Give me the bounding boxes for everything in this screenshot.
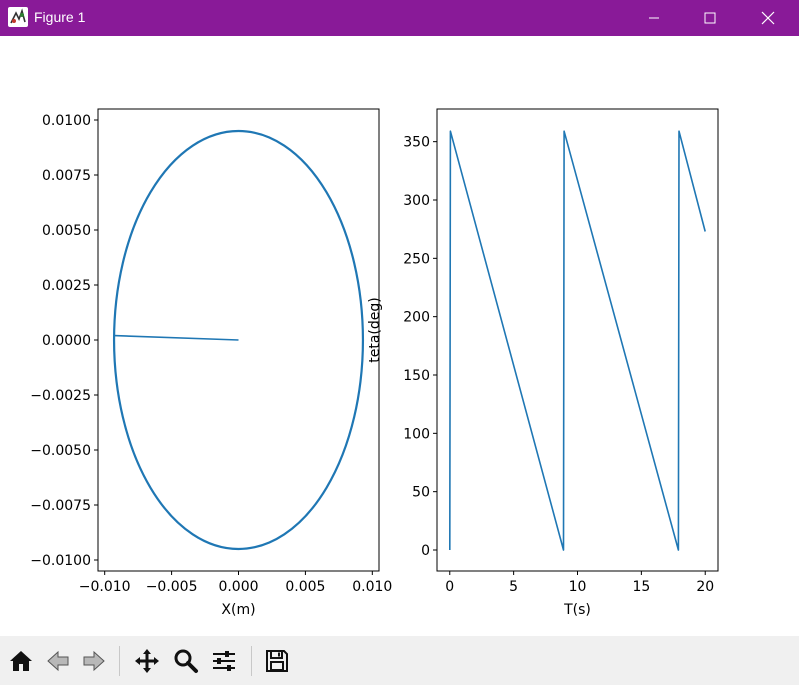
close-icon	[761, 11, 775, 25]
subplots-config-icon	[212, 651, 235, 671]
toolbar-separator	[119, 646, 120, 676]
x-tick-label: −0.005	[146, 579, 198, 595]
y-tick-label: 250	[403, 251, 430, 267]
pan-icon	[134, 649, 159, 673]
home-icon	[9, 651, 32, 671]
y-tick-label: 50	[412, 485, 430, 501]
y-tick-label: 0.0000	[42, 333, 91, 349]
y-tick-label: 350	[403, 135, 430, 151]
navigation-toolbar	[0, 636, 799, 685]
x-tick-label: 0.000	[218, 579, 258, 595]
close-button[interactable]	[745, 0, 791, 36]
minimize-button[interactable]	[631, 0, 677, 36]
x-tick-label: 0	[445, 579, 454, 595]
pan-button[interactable]	[130, 644, 163, 678]
y-tick-label: −0.0050	[30, 443, 91, 459]
subplots-config-button[interactable]	[207, 644, 240, 678]
x-tick-label: 5	[509, 579, 518, 595]
save-icon	[265, 650, 288, 672]
minimize-icon	[649, 17, 659, 19]
window-title: Figure 1	[34, 9, 86, 25]
back-button[interactable]	[41, 644, 74, 678]
x-axis-label: X(m)	[221, 602, 255, 618]
y-tick-label: −0.0025	[30, 388, 91, 404]
forward-arrow-icon	[83, 650, 105, 672]
back-arrow-icon	[46, 650, 68, 672]
y-tick-label: 0	[421, 543, 430, 559]
x-tick-label: 0.010	[352, 579, 392, 595]
x-tick-label: 20	[696, 579, 714, 595]
maximize-icon	[704, 12, 716, 24]
figure-canvas: −0.010 −0.005 0.000 0.005 0.010 0.0100 0.0075 0…	[0, 36, 799, 636]
x-tick-label: −0.010	[79, 579, 131, 595]
x-tick-label: 0.005	[285, 579, 325, 595]
app-icon	[8, 7, 28, 27]
zoom-button[interactable]	[169, 644, 202, 678]
y-tick-label: −0.0100	[30, 553, 91, 569]
y-tick-label: 200	[403, 310, 430, 326]
home-button[interactable]	[4, 644, 37, 678]
forward-button[interactable]	[77, 644, 110, 678]
toolbar-separator	[251, 646, 252, 676]
x-tick-label: 10	[569, 579, 587, 595]
y-tick-label: 100	[403, 426, 430, 442]
series-ellipse	[112, 129, 365, 551]
zoom-icon	[174, 649, 198, 673]
y-tick-label: 0.0100	[42, 113, 91, 129]
x-axis-label: T(s)	[563, 602, 591, 618]
y-axis-label: teta(deg)	[367, 297, 383, 362]
y-tick-label: 0.0025	[42, 278, 91, 294]
x-tick-label: 15	[632, 579, 650, 595]
series-line	[448, 130, 706, 551]
y-tick-label: 0.0050	[42, 223, 91, 239]
plot-svg: −0.010 −0.005 0.000 0.005 0.010 0.0100 0.0075 0…	[30, 108, 719, 618]
y-tick-label: 0.0075	[42, 168, 91, 184]
maximize-button[interactable]	[687, 0, 733, 36]
series-line	[114, 334, 239, 341]
y-tick-label: −0.0075	[30, 498, 91, 514]
y-tick-label: 300	[403, 193, 430, 209]
title-bar: Figure 1	[0, 0, 799, 36]
save-button[interactable]	[260, 644, 293, 678]
y-tick-label: 150	[403, 368, 430, 384]
